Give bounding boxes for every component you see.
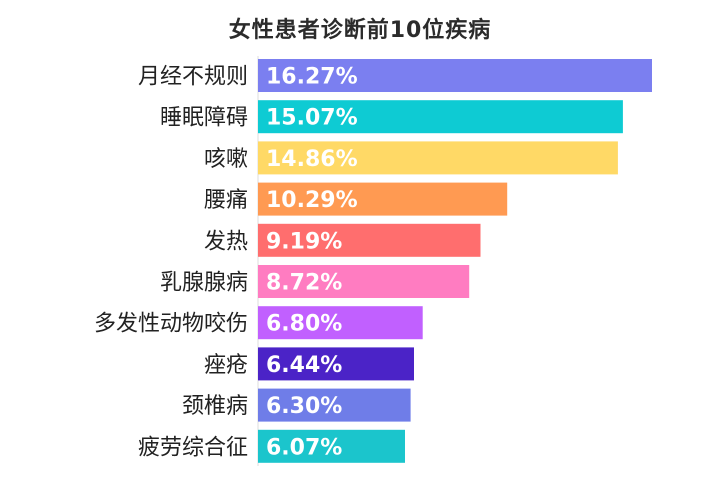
bar-row: 疲劳综合征 6.07% <box>138 429 405 463</box>
bar <box>258 306 423 340</box>
category-label: 月经不规则 <box>138 65 248 90</box>
bar-row: 睡眠障碍 15.07% <box>160 100 623 134</box>
category-label: 咳嗽 <box>204 147 248 172</box>
value-label: 10.29% <box>266 188 358 213</box>
bar-row: 月经不规则 16.27% <box>138 59 652 92</box>
bar <box>258 347 414 381</box>
category-label: 乳腺腺病 <box>160 271 248 296</box>
value-label: 6.30% <box>266 394 342 419</box>
category-label: 腰痛 <box>204 188 248 213</box>
bar <box>258 182 508 216</box>
category-label: 多发性动物咬伤 <box>94 312 248 337</box>
bar <box>258 223 481 257</box>
value-label: 6.07% <box>266 435 342 460</box>
bar-row: 颈椎病 6.30% <box>182 388 411 422</box>
bar <box>258 388 411 422</box>
category-label: 睡眠障碍 <box>160 106 248 131</box>
value-label: 15.07% <box>266 106 358 131</box>
bar <box>258 429 405 463</box>
bar <box>258 141 618 175</box>
bars-layer: 月经不规则 16.27% 睡眠障碍 15.07% 咳嗽 14.86% 腰痛 10.29% 发热 9… <box>94 59 652 463</box>
category-label: 痤疮 <box>204 353 248 378</box>
value-label: 6.44% <box>266 353 342 378</box>
bar-row: 痤疮 6.44% <box>204 347 414 381</box>
bar <box>258 59 652 92</box>
bar-row: 腰痛 10.29% <box>204 182 508 216</box>
value-label: 16.27% <box>266 65 358 90</box>
bar <box>258 100 623 134</box>
bar-row: 乳腺腺病 8.72% <box>160 265 470 298</box>
value-label: 14.86% <box>266 147 358 172</box>
category-label: 颈椎病 <box>182 394 248 419</box>
chart-title: 女性患者诊断前10位疾病 <box>228 18 492 43</box>
value-label: 8.72% <box>266 271 342 296</box>
value-label: 9.19% <box>266 229 342 254</box>
bar-row: 多发性动物咬伤 6.80% <box>94 306 423 340</box>
bar-row: 咳嗽 14.86% <box>204 141 618 175</box>
category-label: 疲劳综合征 <box>138 435 248 460</box>
bar-row: 发热 9.19% <box>204 223 481 257</box>
value-label: 6.80% <box>266 312 342 337</box>
bar <box>258 265 470 298</box>
category-label: 发热 <box>204 229 248 254</box>
